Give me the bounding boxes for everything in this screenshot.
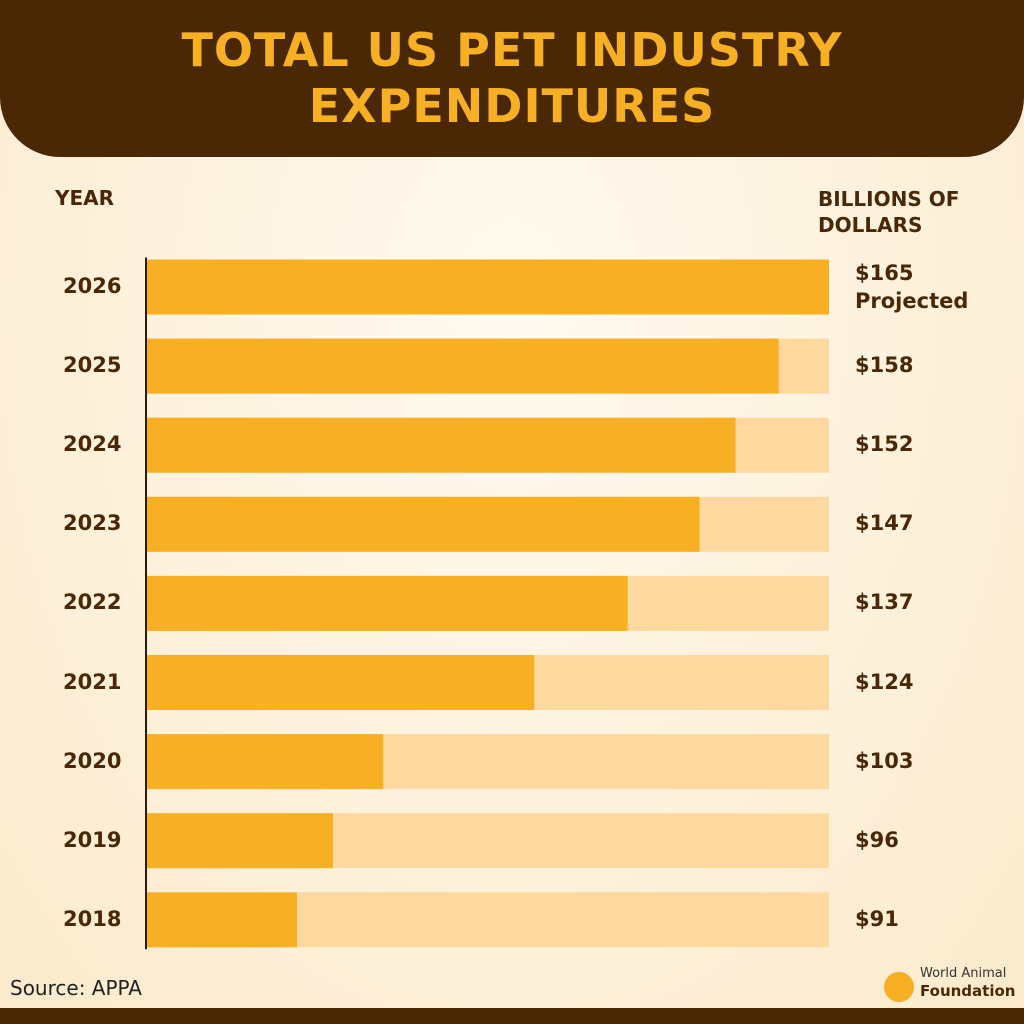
y-tick-label: 2022 bbox=[63, 590, 122, 615]
y-tick-label: 2026 bbox=[63, 274, 122, 298]
bar bbox=[146, 259, 829, 315]
bar bbox=[146, 417, 736, 473]
value-label: $158 bbox=[855, 353, 914, 378]
y-tick-label: 2023 bbox=[63, 511, 122, 536]
value-label: $152 bbox=[855, 432, 914, 457]
value-axis-label: BILLIONS OF DOLLARS bbox=[818, 187, 960, 237]
logo-text: World Animal bbox=[920, 966, 1007, 981]
chart-title: TOTAL US PET INDUSTRY EXPENDITURES bbox=[181, 23, 843, 133]
logo-icon bbox=[884, 972, 914, 1002]
bar bbox=[146, 496, 700, 552]
category-axis-label: YEAR bbox=[55, 186, 115, 210]
value-label: $124 bbox=[855, 669, 914, 694]
value-label: $91 bbox=[855, 906, 899, 931]
logo-text: Foundation bbox=[920, 982, 1016, 1000]
bar bbox=[146, 813, 333, 869]
bar bbox=[146, 892, 297, 948]
value-label: $147 bbox=[855, 511, 914, 536]
footer-band bbox=[0, 1008, 1024, 1024]
y-tick-label: 2020 bbox=[63, 748, 122, 773]
bar bbox=[146, 575, 628, 631]
value-label: $165 bbox=[855, 261, 914, 285]
bar bbox=[146, 734, 384, 790]
y-tick-label: 2024 bbox=[63, 432, 122, 457]
y-tick-label: 2025 bbox=[63, 353, 122, 378]
annotation: Projected bbox=[855, 289, 969, 313]
bar bbox=[146, 338, 779, 394]
source: Source: APPA bbox=[10, 976, 142, 1000]
y-tick-label: 2021 bbox=[63, 669, 122, 694]
value-label: $103 bbox=[855, 748, 914, 773]
value-label: $96 bbox=[855, 827, 899, 852]
value-label: $137 bbox=[855, 590, 914, 615]
header-band bbox=[0, 0, 1024, 157]
y-tick-label: 2018 bbox=[63, 906, 122, 931]
bar bbox=[146, 655, 535, 710]
y-tick-label: 2019 bbox=[63, 827, 122, 852]
